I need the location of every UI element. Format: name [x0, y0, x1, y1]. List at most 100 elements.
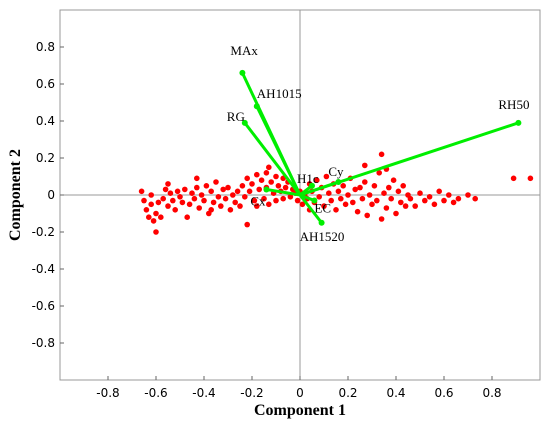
data-point	[167, 190, 174, 196]
data-point	[201, 197, 207, 204]
data-point	[162, 186, 169, 193]
vector-cx	[266, 187, 301, 197]
vector-ah1015	[255, 105, 302, 196]
data-point	[208, 207, 214, 213]
data-point	[261, 195, 267, 202]
data-point	[220, 186, 226, 193]
data-point	[388, 195, 395, 202]
data-point	[239, 183, 246, 189]
data-point	[198, 192, 205, 198]
data-point	[213, 179, 219, 185]
data-point	[338, 195, 344, 202]
data-point	[138, 188, 145, 195]
data-point	[342, 201, 349, 208]
data-point	[412, 203, 419, 209]
data-point	[141, 197, 147, 204]
vector-tip	[309, 182, 315, 189]
data-point	[215, 194, 222, 200]
data-point	[465, 192, 471, 198]
data-point	[210, 199, 217, 206]
data-point	[153, 229, 159, 235]
data-point	[222, 195, 229, 202]
data-point	[153, 210, 159, 217]
vector-label: RH50	[498, 97, 529, 112]
data-point	[321, 203, 327, 209]
data-point	[227, 207, 234, 213]
data-point	[182, 186, 188, 193]
data-point	[170, 197, 176, 204]
data-point	[177, 194, 183, 200]
x-tick-label: 0	[296, 386, 304, 400]
data-point	[251, 197, 258, 204]
data-point	[273, 173, 279, 180]
y-tick-label: -0.2	[32, 225, 55, 239]
data-point	[143, 207, 150, 213]
data-point	[203, 183, 210, 189]
loading-vectors: MAx AH1015 RG RH50 Cy H1c Cx EC AH1520	[227, 43, 530, 244]
data-point	[299, 201, 306, 208]
data-point	[148, 192, 154, 198]
vector-tip	[263, 186, 270, 193]
data-point	[249, 181, 255, 187]
data-point	[268, 179, 275, 185]
data-point	[230, 192, 236, 198]
data-point	[186, 201, 193, 208]
data-point	[246, 188, 253, 195]
x-tick-label: 0.2	[338, 386, 357, 400]
data-point	[472, 195, 479, 202]
vector-rg	[243, 121, 302, 196]
data-point	[189, 190, 195, 196]
data-point	[446, 192, 452, 198]
x-tick-label: 0.6	[434, 386, 453, 400]
vector-label: AH1015	[257, 86, 302, 101]
vector-cy	[299, 180, 339, 197]
data-point	[146, 214, 152, 220]
data-point	[374, 197, 380, 204]
data-point	[400, 183, 407, 189]
x-axis-ticks: -0.8 -0.6 -0.4 -0.2 0 0.2 0.4 0.6 0.8	[96, 376, 502, 400]
vector-tip	[241, 119, 248, 126]
data-point	[196, 205, 202, 211]
data-point	[179, 199, 186, 206]
data-point	[381, 190, 387, 196]
vector-label: EC	[314, 201, 331, 216]
data-point	[364, 212, 371, 219]
data-point	[258, 177, 265, 183]
y-tick-label: -0.4	[32, 262, 55, 276]
data-point	[366, 192, 373, 198]
data-point	[158, 214, 164, 220]
x-tick-label: -0.4	[192, 386, 215, 400]
y-tick-label: 0.4	[36, 114, 55, 128]
data-point	[431, 201, 438, 208]
data-point	[256, 186, 263, 193]
data-point	[165, 181, 171, 187]
data-point	[378, 151, 385, 158]
data-point	[378, 216, 385, 222]
data-point	[328, 197, 335, 204]
y-axis-ticks: -0.8 -0.6 -0.4 -0.2 0 0.2 0.4 0.6 0.8	[32, 40, 64, 350]
vector-label: AH1520	[300, 229, 345, 244]
data-point	[191, 195, 198, 202]
data-point	[253, 203, 260, 209]
data-point	[194, 175, 200, 182]
data-point	[340, 183, 347, 189]
vector-tip	[253, 103, 260, 110]
data-point	[280, 195, 287, 202]
x-tick-label: 0.4	[386, 386, 405, 400]
y-tick-label: -0.8	[32, 336, 55, 350]
data-point	[354, 208, 361, 215]
vector-tip	[311, 197, 318, 204]
y-tick-label: 0.6	[36, 77, 55, 91]
vector-label: Cy	[328, 164, 344, 179]
data-point	[386, 184, 392, 191]
data-point	[208, 188, 214, 195]
data-point	[150, 218, 157, 224]
data-point	[273, 197, 279, 204]
data-point	[237, 203, 243, 209]
data-point	[282, 184, 289, 191]
data-point	[407, 195, 414, 202]
data-point	[263, 170, 270, 176]
data-point	[194, 184, 200, 191]
data-point	[155, 199, 162, 206]
data-point	[266, 201, 272, 208]
